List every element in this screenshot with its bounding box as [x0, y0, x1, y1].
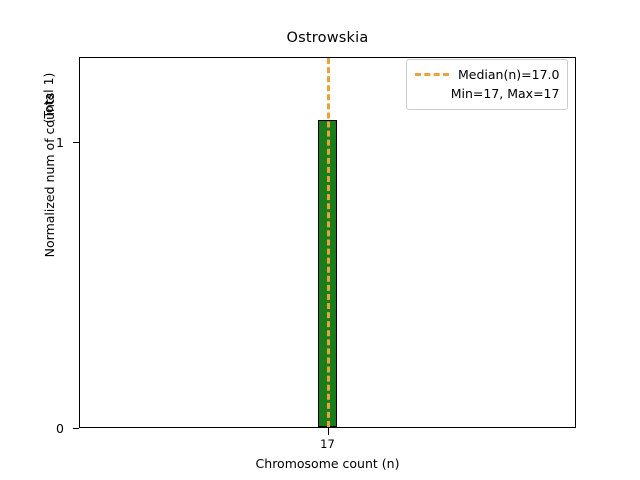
- page-title: Ostrowskia: [286, 30, 369, 46]
- legend-label-minmax: Min=17, Max=17: [450, 86, 560, 101]
- legend-label-median: Median(n)=17.0: [458, 67, 560, 82]
- x-tick-label-17: 17: [320, 437, 335, 451]
- bars-layer: [80, 58, 575, 427]
- y-tick-label-1: 1: [56, 135, 64, 150]
- dashed-line-icon: [415, 73, 449, 76]
- median-line: [327, 58, 330, 427]
- y-tick-mark-0: [72, 428, 79, 429]
- x-axis-label: Chromosome count (n): [255, 456, 400, 471]
- legend-item-minmax: Min=17, Max=17: [451, 84, 560, 103]
- legend: Median(n)=17.0 Min=17, Max=17: [406, 59, 569, 110]
- plot-area: [79, 57, 576, 428]
- y-tick-mark-1: [72, 142, 79, 143]
- y-tick-label-0: 0: [56, 421, 64, 436]
- legend-item-median: Median(n)=17.0: [415, 65, 559, 84]
- x-tick-mark-17: [327, 428, 329, 435]
